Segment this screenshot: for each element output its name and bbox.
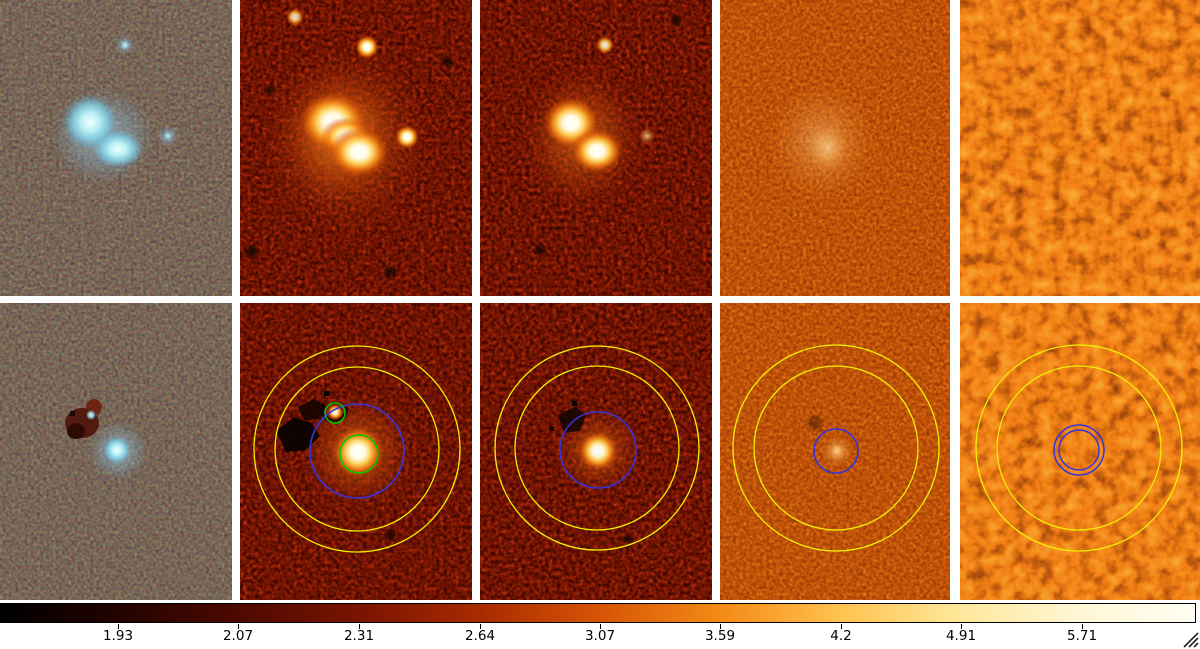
point-source (639, 128, 655, 144)
colorbar-tick-mark (841, 624, 842, 629)
dark-spot (383, 528, 397, 542)
annulus-inner-region[interactable] (514, 365, 680, 531)
aperture-circle-blue[interactable] (309, 403, 405, 499)
dark-spot (382, 264, 398, 280)
frame-r2c4[interactable] (720, 303, 950, 600)
annulus-inner-region[interactable] (274, 366, 440, 532)
dark-spot (622, 533, 634, 545)
annulus-inner-region[interactable] (753, 365, 919, 531)
colorbar-tick-label: 2.31 (343, 628, 375, 644)
aperture-circle-green[interactable] (339, 434, 379, 474)
dark-spot (533, 243, 547, 257)
image-noise (960, 0, 1200, 296)
annulus-outer-region[interactable] (732, 344, 940, 552)
frame-r2c3[interactable] (480, 303, 712, 600)
frame-r2c5[interactable] (960, 303, 1200, 600)
image-noise (960, 303, 1200, 600)
subtraction-artifact (558, 407, 586, 433)
point-source (596, 36, 614, 54)
source-blob (571, 129, 623, 173)
source-blob (806, 122, 850, 174)
dark-spot (669, 13, 683, 27)
aperture-circle-green-small[interactable] (324, 402, 346, 424)
source-blob (103, 436, 131, 464)
point-source (120, 40, 130, 50)
colorbar-tick-label: 2.64 (464, 628, 496, 644)
subtraction-artifact (550, 427, 554, 431)
frame-r1c3[interactable] (480, 0, 712, 296)
colorbar-tick-label: 4.91 (945, 628, 977, 644)
point-source (395, 125, 419, 149)
subtraction-artifact (67, 423, 85, 439)
colorbar-tick-mark (118, 624, 119, 629)
colorbar-tick-mark (480, 624, 481, 629)
source-blob (93, 130, 143, 168)
dark-spot (805, 413, 825, 433)
annulus-outer-region[interactable] (975, 344, 1183, 552)
frame-r1c5[interactable] (960, 0, 1200, 296)
colorbar-tick-label: 3.59 (704, 628, 736, 644)
point-source (286, 8, 304, 26)
resize-grip-icon[interactable] (1181, 632, 1199, 648)
frame-r2c2[interactable] (240, 303, 472, 600)
colorbar-tick-mark (238, 624, 239, 629)
frame-r1c1[interactable] (0, 0, 232, 296)
colorbar[interactable] (0, 603, 1196, 623)
aperture-circle-blue-outer[interactable] (1053, 424, 1105, 476)
frame-r1c4[interactable] (720, 0, 950, 296)
colorbar-tick-label: 3.07 (584, 628, 616, 644)
subtraction-artifact (70, 411, 75, 416)
frame-r2c1[interactable] (0, 303, 232, 600)
frame-r1c2[interactable] (240, 0, 472, 296)
point-source (163, 131, 173, 141)
dark-spot (243, 243, 261, 261)
dark-spot (263, 83, 277, 97)
subtraction-artifact (572, 401, 577, 406)
annulus-outer-region[interactable] (253, 345, 461, 553)
annulus-outer-region[interactable] (494, 345, 700, 551)
colorbar-tick-mark (359, 624, 360, 629)
annulus-inner-region[interactable] (996, 365, 1162, 531)
point-source (86, 410, 96, 420)
dark-spot (441, 55, 455, 69)
subtraction-artifact (298, 399, 326, 420)
aperture-circle-blue-inner[interactable] (1058, 429, 1100, 471)
aperture-circle-blue[interactable] (813, 428, 859, 474)
colorbar-tick-label: 4.2 (830, 628, 852, 644)
source-blob (829, 443, 845, 459)
colorbar-tick-label: 2.07 (222, 628, 254, 644)
subtraction-artifact (276, 417, 320, 452)
aperture-circle-blue[interactable] (559, 411, 637, 489)
source-blob (329, 127, 389, 177)
colorbar-tick-mark (1082, 624, 1083, 629)
colorbar-tick-mark (600, 624, 601, 629)
colorbar-tick-mark (720, 624, 721, 629)
colorbar-tick-mark (961, 624, 962, 629)
source-blob (578, 431, 618, 471)
colorbar-tick-label: 5.71 (1066, 628, 1098, 644)
point-source (355, 35, 379, 59)
colorbar-tick-label: 1.93 (102, 628, 134, 644)
subtraction-artifact (324, 391, 329, 396)
